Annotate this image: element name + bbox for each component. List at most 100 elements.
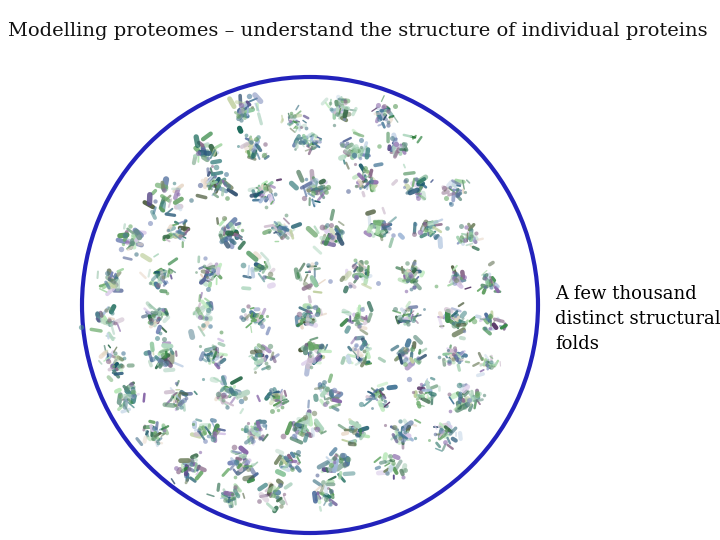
Point	[288, 425, 300, 434]
Point	[400, 345, 411, 354]
Point	[336, 141, 348, 150]
Point	[302, 307, 313, 315]
Point	[379, 420, 391, 429]
Point	[145, 316, 157, 325]
Point	[359, 355, 370, 363]
Point	[382, 106, 394, 115]
Point	[451, 191, 462, 200]
Point	[345, 426, 356, 435]
Point	[198, 261, 210, 270]
Point	[390, 305, 401, 314]
Point	[441, 426, 452, 435]
Point	[465, 231, 477, 240]
Point	[410, 220, 421, 228]
Point	[415, 380, 427, 388]
Point	[464, 234, 475, 242]
Point	[145, 319, 156, 328]
Point	[253, 132, 264, 141]
Point	[117, 349, 128, 358]
Point	[247, 436, 258, 445]
Point	[433, 353, 445, 362]
Point	[351, 319, 362, 328]
Point	[221, 403, 233, 411]
Point	[408, 313, 419, 321]
Point	[154, 329, 166, 338]
Point	[91, 310, 103, 319]
Point	[423, 436, 434, 445]
Point	[220, 170, 232, 178]
Point	[319, 400, 330, 409]
Point	[355, 354, 366, 363]
Point	[272, 406, 284, 415]
Point	[199, 437, 211, 445]
Point	[254, 319, 266, 327]
Point	[324, 277, 336, 286]
Point	[408, 388, 419, 396]
Point	[271, 493, 283, 502]
Point	[185, 196, 197, 205]
Point	[152, 438, 163, 447]
Point	[400, 177, 411, 185]
Point	[226, 493, 238, 502]
Point	[387, 458, 399, 467]
Point	[311, 424, 323, 433]
Point	[382, 118, 393, 126]
Point	[114, 244, 126, 253]
Point	[151, 316, 163, 325]
Point	[148, 423, 160, 432]
Point	[158, 426, 169, 435]
Point	[390, 140, 402, 149]
Point	[403, 375, 415, 383]
Point	[220, 496, 231, 504]
Point	[305, 363, 317, 372]
Point	[180, 394, 192, 402]
Point	[169, 400, 181, 409]
Point	[354, 154, 366, 163]
Point	[253, 351, 265, 360]
Point	[365, 177, 377, 185]
Point	[238, 306, 249, 314]
Point	[402, 305, 414, 313]
Point	[315, 183, 327, 192]
Point	[307, 318, 318, 326]
Point	[158, 335, 170, 343]
Point	[412, 354, 423, 363]
Point	[259, 184, 271, 193]
Point	[315, 342, 327, 350]
Point	[482, 314, 493, 323]
Point	[430, 282, 441, 291]
Point	[322, 384, 333, 393]
Point	[485, 283, 497, 292]
Point	[310, 259, 321, 268]
Point	[235, 100, 246, 109]
Point	[260, 359, 271, 368]
Point	[276, 403, 288, 411]
Point	[325, 461, 337, 469]
Point	[372, 279, 384, 287]
Point	[145, 219, 156, 227]
Point	[405, 272, 417, 281]
Point	[394, 433, 405, 442]
Point	[174, 232, 185, 240]
Point	[251, 425, 263, 434]
Point	[130, 249, 142, 258]
Point	[275, 232, 287, 241]
Point	[320, 494, 332, 503]
Point	[103, 316, 114, 325]
Point	[230, 483, 241, 491]
Point	[258, 273, 269, 282]
Point	[236, 424, 248, 433]
Point	[212, 389, 224, 398]
Point	[398, 183, 410, 191]
Point	[277, 431, 289, 440]
Point	[269, 190, 281, 198]
Point	[194, 426, 205, 434]
Point	[456, 353, 467, 361]
Point	[441, 194, 452, 202]
Point	[230, 457, 242, 466]
Point	[229, 472, 240, 481]
Point	[299, 137, 310, 145]
Point	[359, 164, 371, 172]
Point	[302, 260, 314, 269]
Point	[127, 387, 138, 396]
